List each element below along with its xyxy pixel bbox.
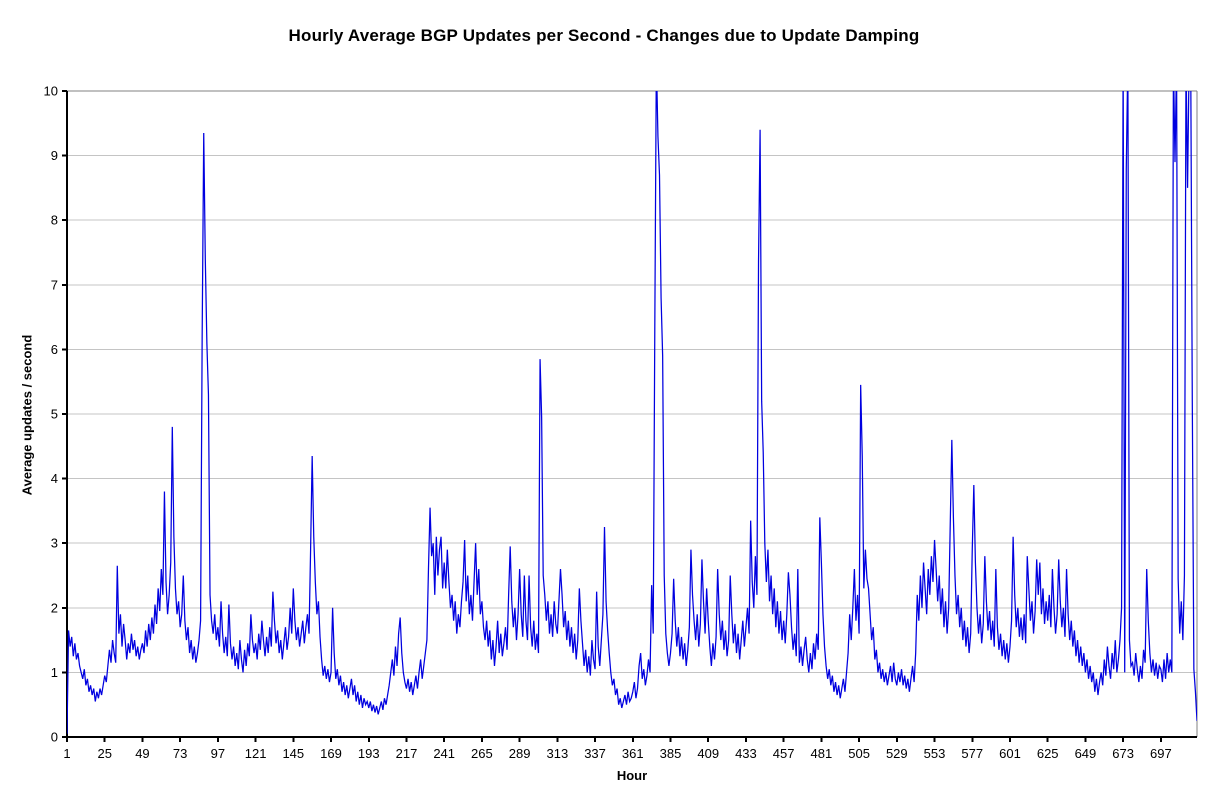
y-tick-label: 10 — [44, 84, 58, 99]
x-tick-label: 49 — [135, 746, 149, 761]
x-tick-label: 73 — [173, 746, 187, 761]
x-tick-label: 25 — [97, 746, 111, 761]
data-line-bgp-updates — [67, 91, 1197, 734]
x-tick-label: 169 — [320, 746, 342, 761]
x-tick-label: 361 — [622, 746, 644, 761]
x-tick-label: 193 — [358, 746, 380, 761]
x-tick-label: 289 — [509, 746, 531, 761]
x-tick-label: 505 — [848, 746, 870, 761]
x-tick-label: 625 — [1037, 746, 1059, 761]
x-tick-label: 673 — [1112, 746, 1134, 761]
y-tick-label: 2 — [51, 600, 58, 615]
y-tick-label: 8 — [51, 213, 58, 228]
x-tick-label: 409 — [697, 746, 719, 761]
x-tick-label: 121 — [245, 746, 267, 761]
x-tick-label: 457 — [773, 746, 795, 761]
y-tick-label: 7 — [51, 277, 58, 292]
x-tick-label: 553 — [924, 746, 946, 761]
x-tick-label: 337 — [584, 746, 606, 761]
y-tick-label: 6 — [51, 342, 58, 357]
y-tick-label: 5 — [51, 407, 58, 422]
chart-title: Hourly Average BGP Updates per Second - … — [288, 26, 920, 45]
x-tick-label: 385 — [660, 746, 682, 761]
y-tick-label: 9 — [51, 148, 58, 163]
x-tick-label: 481 — [811, 746, 833, 761]
x-tick-label: 601 — [999, 746, 1021, 761]
x-axis-title: Hour — [616, 768, 648, 783]
x-tick-label: 433 — [735, 746, 757, 761]
x-tick-label: 697 — [1150, 746, 1172, 761]
x-tick-label: 313 — [546, 746, 568, 761]
x-tick-label: 577 — [961, 746, 983, 761]
x-tick-label: 529 — [886, 746, 908, 761]
y-tick-label: 1 — [51, 665, 58, 680]
x-tick-label: 97 — [211, 746, 225, 761]
x-tick-label: 217 — [396, 746, 418, 761]
x-tick-label: 265 — [471, 746, 493, 761]
y-tick-label: 4 — [51, 471, 58, 486]
x-tick-label: 1 — [63, 746, 70, 761]
y-tick-label: 0 — [51, 730, 58, 745]
x-tick-label: 145 — [282, 746, 304, 761]
x-tick-label: 649 — [1075, 746, 1097, 761]
y-tick-label: 3 — [51, 536, 58, 551]
x-tick-label: 241 — [433, 746, 455, 761]
